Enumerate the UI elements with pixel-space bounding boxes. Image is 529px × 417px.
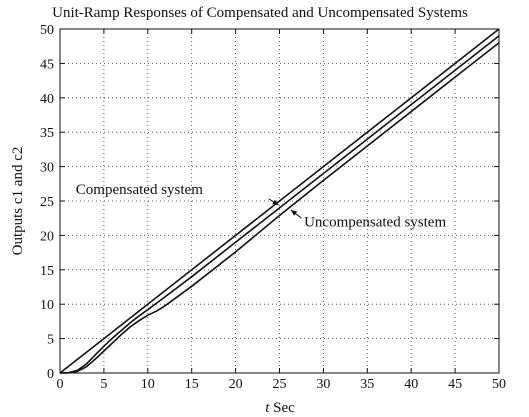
x-tick-label: 5 — [100, 377, 107, 392]
tick-marks — [59, 28, 500, 374]
annotation-compensated-label: Compensated system — [76, 182, 203, 198]
annotation-arrow-head — [290, 209, 298, 216]
y-tick-labels: 0 5 10 15 20 25 30 35 40 45 50 — [40, 23, 54, 382]
chart-title: Unit-Ramp Responses of Compensated and U… — [52, 5, 468, 21]
y-tick-label: 5 — [47, 333, 54, 348]
y-axis-label: Outputs c1 and c2 — [10, 147, 26, 256]
y-tick-label: 30 — [40, 161, 54, 176]
x-tick-label: 15 — [185, 377, 199, 392]
x-axis-label-italic: t — [265, 400, 270, 416]
y-tick-label: 0 — [47, 367, 54, 382]
y-tick-label: 50 — [40, 23, 54, 38]
y-tick-label: 25 — [40, 195, 54, 210]
x-tick-label: 0 — [57, 377, 64, 392]
x-tick-label: 35 — [360, 377, 374, 392]
x-tick-label: 40 — [404, 377, 418, 392]
y-tick-label: 35 — [40, 126, 54, 141]
annotation-uncompensated-label: Uncompensated system — [304, 214, 446, 230]
x-tick-label: 45 — [448, 377, 462, 392]
x-tick-labels: 0 5 10 15 20 25 30 35 40 45 50 — [57, 377, 507, 392]
y-tick-label: 45 — [40, 57, 54, 72]
annotations: Compensated system Uncompensated system — [76, 182, 447, 230]
y-tick-label: 10 — [40, 298, 54, 313]
x-tick-label: 20 — [229, 377, 243, 392]
series-lines — [59, 28, 500, 374]
y-tick-label: 15 — [40, 264, 54, 279]
x-tick-label: 10 — [141, 377, 155, 392]
annotation-arrow-head — [272, 199, 279, 206]
x-tick-label: 25 — [273, 377, 287, 392]
series-line-uncompensated — [59, 42, 500, 374]
y-tick-label: 40 — [40, 92, 54, 107]
x-axis-label: t Sec — [265, 400, 295, 416]
series-line-compensated — [59, 35, 500, 374]
x-tick-label: 50 — [492, 377, 506, 392]
series-line-unit-ramp — [59, 28, 500, 374]
y-tick-label: 20 — [40, 229, 54, 244]
x-axis-label-rest: Sec — [269, 400, 295, 416]
x-tick-label: 30 — [316, 377, 330, 392]
